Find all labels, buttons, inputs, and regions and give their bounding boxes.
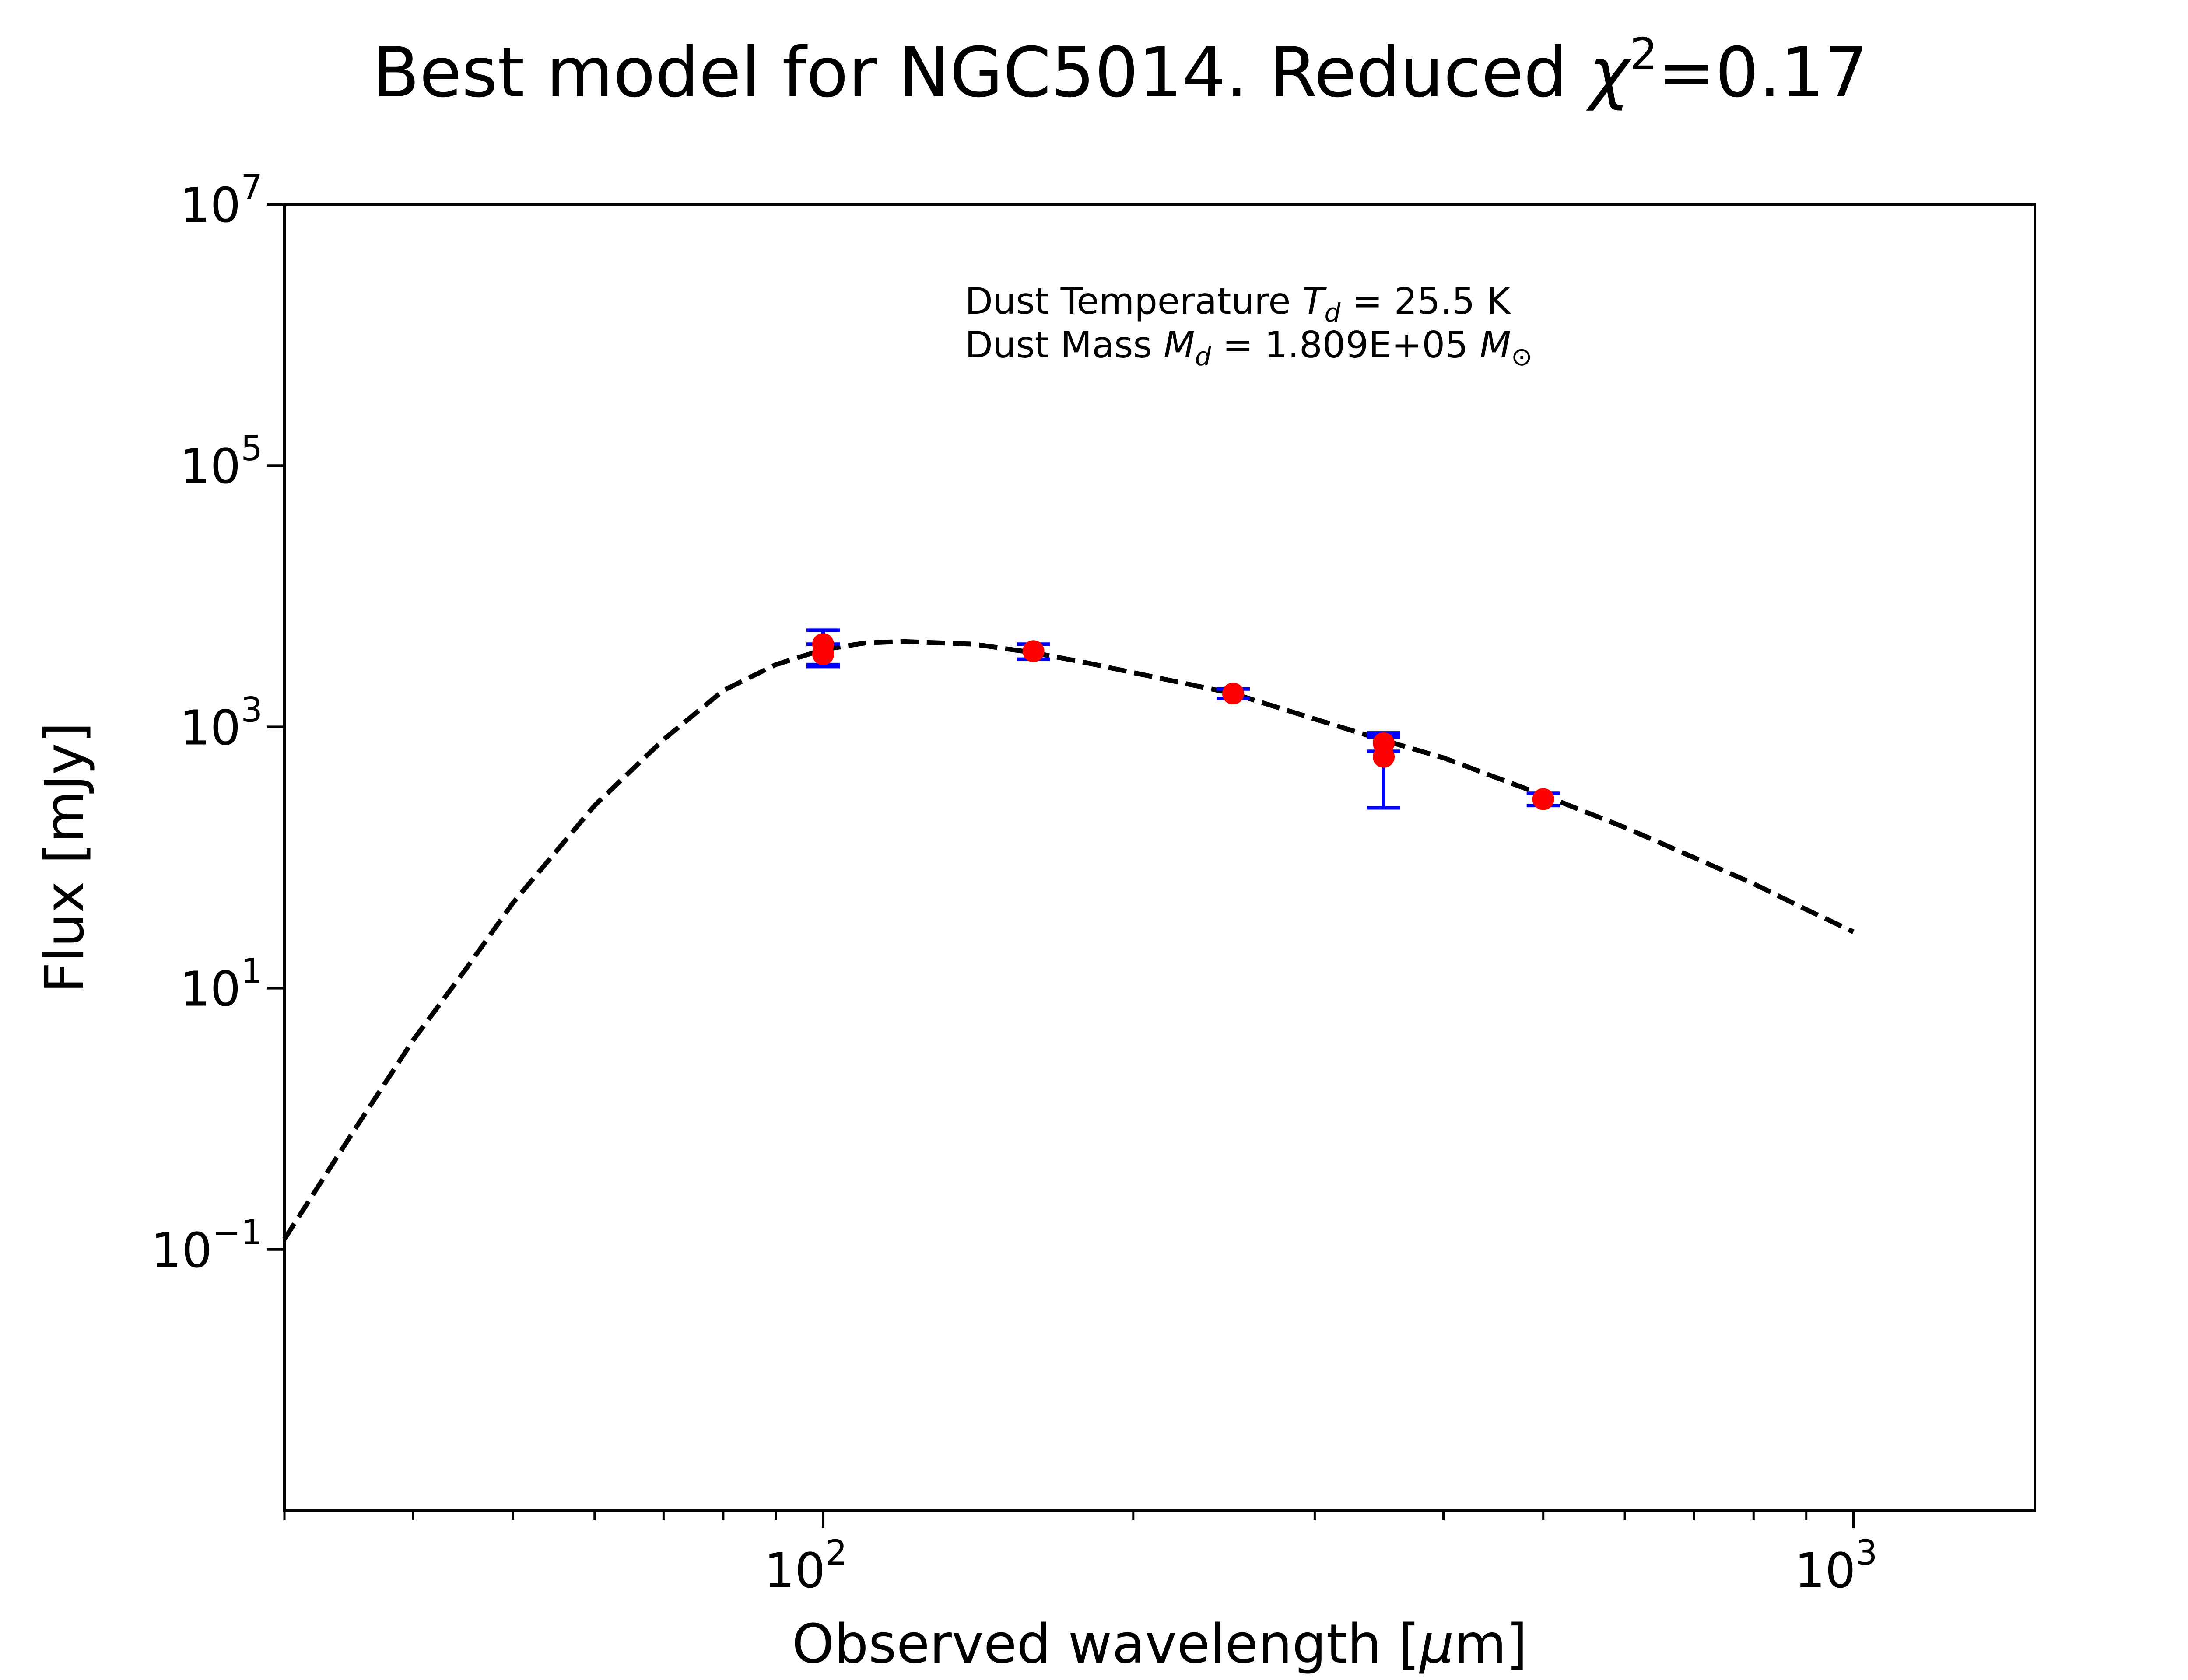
x-minor-ticks [283, 1511, 1808, 1520]
annotation-dust-temperature: Dust Temperature Td = 25.5 K [965, 280, 1511, 328]
y-tick-label: 107 [179, 168, 263, 233]
x-major-ticks: 102 103 [764, 1511, 1877, 1599]
x-axis-label: Observed wavelength [μm] [792, 1613, 1528, 1676]
data-point [1532, 788, 1554, 810]
data-point [1022, 640, 1045, 662]
y-tick-label: 103 [179, 690, 263, 756]
x-tick-label: 102 [764, 1533, 847, 1599]
y-major-ticks: 10−1 101 103 105 107 [151, 168, 284, 1278]
chart-title: Best model for NGC5014. Reduced χ2=0.17 [372, 28, 1868, 113]
y-tick-label: 101 [179, 952, 263, 1017]
data-points-layer [812, 633, 1554, 810]
annotation-dust-mass: Dust Mass Md = 1.809E+05 M⊙ [965, 324, 1532, 371]
x-tick-label: 103 [1795, 1533, 1878, 1599]
data-point [1222, 682, 1244, 705]
y-tick-label: 10−1 [151, 1213, 263, 1278]
y-tick-label: 105 [179, 429, 263, 494]
model-curve-layer [282, 639, 1855, 1241]
data-point [1372, 746, 1395, 768]
y-axis-label: Flux [mJy] [34, 722, 96, 993]
model-curve [282, 639, 1855, 1241]
plot-area [283, 203, 2036, 1512]
data-point [812, 643, 835, 665]
